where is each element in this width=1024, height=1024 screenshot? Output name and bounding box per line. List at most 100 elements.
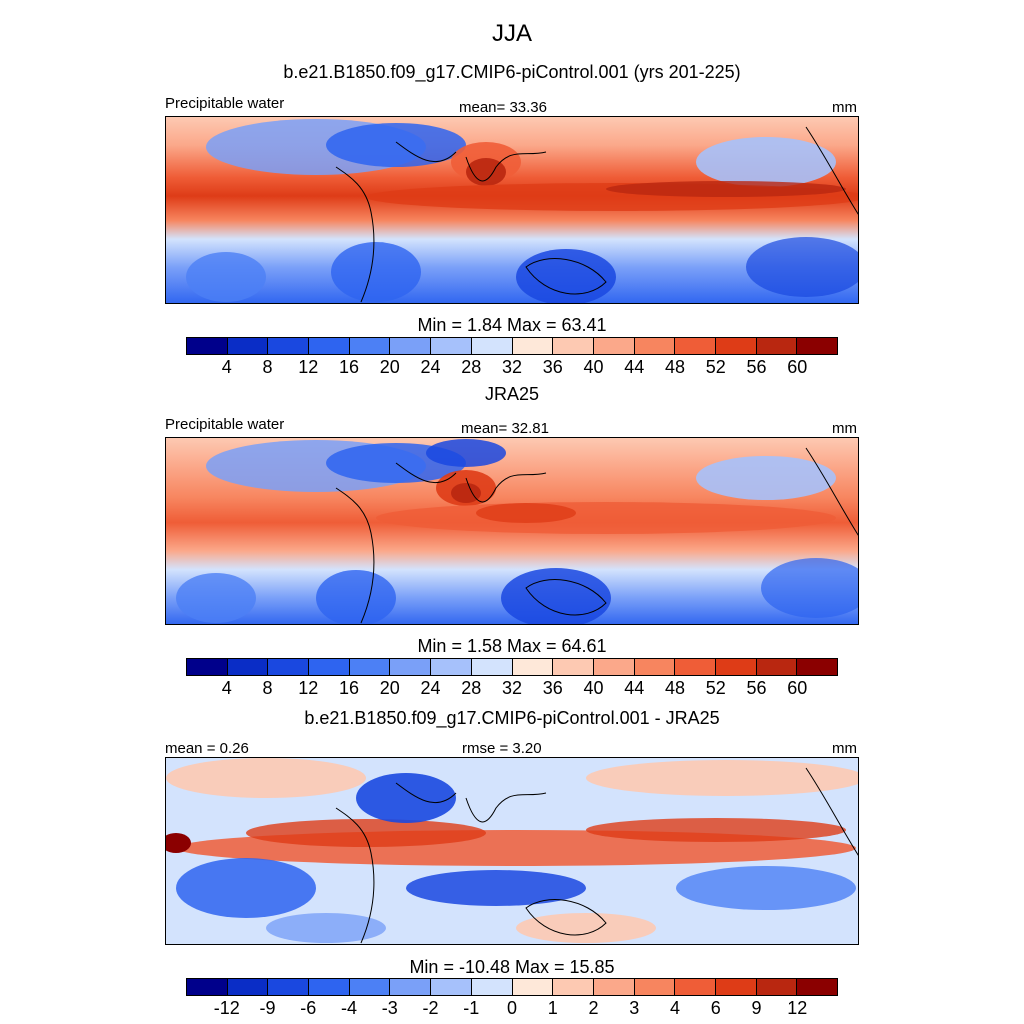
colorbar-tick: 2 [588, 998, 599, 1018]
colorbar-swatch [634, 338, 676, 354]
panel1-colorbar-ticks: 4 8 12 16 20 24 28 32 36 40 44 48 52 56 … [186, 357, 838, 379]
panel2-minmax: Min = 1.58 Max = 64.61 [417, 636, 607, 656]
colorbar-tick: 60 [787, 678, 808, 698]
colorbar-tick: 6 [710, 998, 721, 1018]
colorbar-tick: 60 [787, 357, 808, 377]
panel3-title: b.e21.B1850.f09_g17.CMIP6-piControl.001 … [304, 708, 720, 728]
colorbar-swatch [471, 659, 513, 675]
colorbar-tick: 4 [221, 678, 232, 698]
colorbar-tick: 52 [705, 357, 726, 377]
colorbar-tick: 24 [420, 678, 441, 698]
colorbar-tick: 40 [583, 357, 604, 377]
colorbar-tick: 44 [624, 357, 645, 377]
colorbar-tick: 4 [221, 357, 232, 377]
colorbar-swatch [756, 979, 798, 995]
colorbar-swatch [471, 338, 513, 354]
colorbar-swatch [390, 979, 432, 995]
colorbar-tick: 16 [338, 678, 360, 698]
panel2-map [165, 437, 859, 625]
colorbar-swatch [512, 979, 554, 995]
colorbar-tick: -9 [259, 998, 276, 1018]
colorbar-swatch [187, 979, 228, 995]
colorbar-swatch [268, 979, 310, 995]
colorbar-swatch [268, 338, 310, 354]
colorbar-swatch [187, 659, 228, 675]
colorbar-tick: 8 [262, 357, 273, 377]
colorbar-tick: 12 [787, 998, 808, 1018]
panel3-map [165, 757, 859, 945]
colorbar-swatch [431, 338, 472, 354]
colorbar-tick: 3 [629, 998, 640, 1018]
panel2-colorbar [186, 658, 838, 676]
colorbar-tick: -2 [422, 998, 439, 1018]
panel2-colorbar-ticks: 4 8 12 16 20 24 28 32 36 40 44 48 52 56 … [186, 678, 838, 700]
colorbar-tick: 9 [751, 998, 762, 1018]
colorbar-swatch [553, 659, 594, 675]
panel3-minmax: Min = -10.48 Max = 15.85 [409, 957, 615, 977]
colorbar-swatch [634, 659, 676, 675]
colorbar-swatch [797, 979, 837, 995]
colorbar-swatch [553, 979, 594, 995]
colorbar-swatch [431, 979, 472, 995]
colorbar-swatch [227, 659, 269, 675]
colorbar-tick: -4 [340, 998, 358, 1018]
colorbar-swatch [634, 979, 676, 995]
colorbar-tick: -12 [213, 998, 240, 1018]
colorbar-swatch [797, 659, 837, 675]
panel2-title: JRA25 [484, 384, 540, 404]
panel3-units-label: mm [832, 740, 857, 757]
colorbar-swatch [593, 338, 635, 354]
colorbar-swatch [756, 659, 798, 675]
panel1-variable-label: Precipitable water [165, 95, 285, 112]
colorbar-tick: 56 [746, 678, 767, 698]
colorbar-swatch [675, 659, 716, 675]
panel3-colorbar [186, 978, 838, 996]
colorbar-swatch [227, 979, 269, 995]
colorbar-tick: 48 [664, 678, 686, 698]
panel1-units-label: mm [832, 99, 857, 116]
panel2-variable-label: Precipitable water [165, 416, 285, 433]
colorbar-swatch [309, 659, 350, 675]
colorbar-tick: 20 [379, 678, 400, 698]
colorbar-swatch [187, 338, 228, 354]
panel3-colorbar-ticks: -12 -9 -6 -4 -3 -2 -1 0 1 2 3 4 6 9 12 [186, 998, 838, 1020]
colorbar-swatch [390, 338, 432, 354]
panel1-map [165, 116, 859, 304]
colorbar-tick: 32 [501, 678, 523, 698]
colorbar-tick: 1 [547, 998, 558, 1018]
season-title: JJA [491, 20, 533, 47]
colorbar-swatch [431, 659, 472, 675]
panel3-mean-label: mean = 0.26 [165, 740, 249, 757]
colorbar-swatch [553, 338, 594, 354]
colorbar-swatch [715, 979, 757, 995]
colorbar-tick: 48 [664, 357, 686, 377]
colorbar-swatch [349, 979, 391, 995]
colorbar-tick: 24 [420, 357, 441, 377]
colorbar-tick: 44 [624, 678, 645, 698]
colorbar-tick: 16 [338, 357, 360, 377]
panel2-units-label: mm [832, 420, 857, 437]
colorbar-swatch [675, 338, 716, 354]
colorbar-swatch [756, 338, 798, 354]
colorbar-tick: 56 [746, 357, 767, 377]
colorbar-tick: 36 [542, 357, 563, 377]
colorbar-swatch [593, 979, 635, 995]
colorbar-swatch [675, 979, 716, 995]
colorbar-tick: 20 [379, 357, 400, 377]
colorbar-tick: 52 [705, 678, 726, 698]
colorbar-swatch [715, 659, 757, 675]
colorbar-swatch [349, 338, 391, 354]
colorbar-tick: 4 [669, 998, 681, 1018]
colorbar-swatch [715, 338, 757, 354]
colorbar-swatch [471, 979, 513, 995]
colorbar-swatch [512, 659, 554, 675]
colorbar-tick: -1 [463, 998, 480, 1018]
colorbar-swatch [512, 338, 554, 354]
colorbar-tick: -6 [300, 998, 317, 1018]
colorbar-swatch [309, 338, 350, 354]
panel2-mean-label: mean= 32.81 [461, 420, 549, 437]
colorbar-tick: 12 [298, 357, 319, 377]
colorbar-swatch [227, 338, 269, 354]
colorbar-tick: 0 [506, 998, 518, 1018]
panel1-mean-label: mean= 33.36 [459, 99, 547, 116]
